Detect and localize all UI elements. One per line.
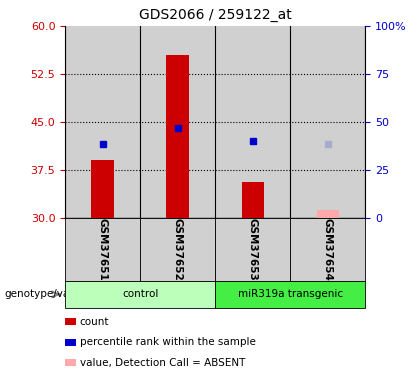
Bar bbox=[290, 26, 365, 218]
Bar bbox=[140, 26, 215, 218]
Text: GSM37653: GSM37653 bbox=[248, 218, 258, 281]
Title: GDS2066 / 259122_at: GDS2066 / 259122_at bbox=[139, 9, 291, 22]
Bar bbox=[215, 26, 290, 218]
Text: count: count bbox=[80, 316, 109, 327]
Bar bbox=[65, 26, 140, 218]
Bar bbox=[317, 210, 339, 218]
Bar bbox=[166, 55, 189, 217]
Text: GSM37654: GSM37654 bbox=[323, 218, 333, 281]
Text: control: control bbox=[122, 290, 158, 299]
Text: GSM37651: GSM37651 bbox=[97, 218, 108, 281]
Text: miR319a transgenic: miR319a transgenic bbox=[238, 290, 343, 299]
Text: percentile rank within the sample: percentile rank within the sample bbox=[80, 337, 256, 347]
Text: genotype/variation: genotype/variation bbox=[4, 290, 103, 299]
Text: GSM37652: GSM37652 bbox=[173, 218, 183, 281]
Bar bbox=[92, 160, 114, 218]
Bar bbox=[241, 183, 264, 218]
Text: value, Detection Call = ABSENT: value, Detection Call = ABSENT bbox=[80, 358, 245, 368]
